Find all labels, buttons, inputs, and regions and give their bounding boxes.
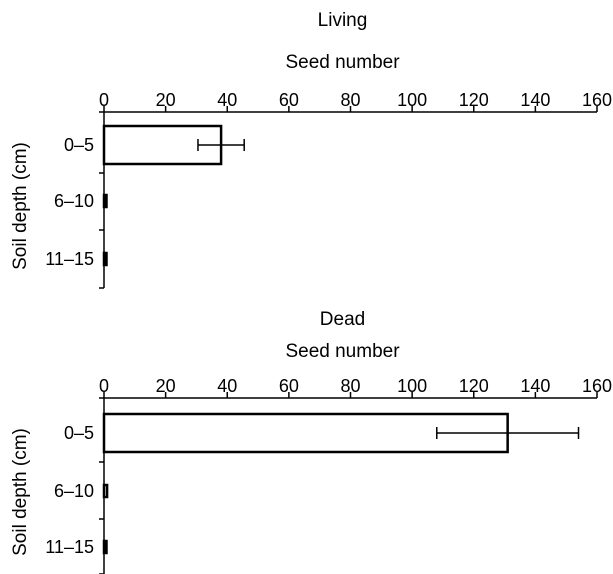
panel-dead: Dead Seed number 0 20 40 60 80 100 120 140 160 Soil… — [10, 309, 612, 574]
x-tick-label: 20 — [156, 376, 176, 396]
x-tick-label: 120 — [459, 376, 489, 396]
panel-living: Living Seed number 0 20 40 60 80 100 120 140 160 So… — [10, 10, 612, 289]
bar — [102, 251, 108, 267]
x-tick-label: 60 — [279, 376, 299, 396]
x-tick-label: 60 — [279, 90, 299, 110]
x-tick-label: 40 — [217, 376, 237, 396]
x-tick-label: 100 — [397, 376, 427, 396]
x-axis-label: Seed number — [285, 52, 400, 73]
x-tick-label: 80 — [340, 376, 360, 396]
x-tick-label: 0 — [99, 90, 109, 110]
category-label: 11–15 — [45, 537, 94, 557]
x-tick-label: 80 — [340, 90, 360, 110]
y-axis-label: Soil depth (cm) — [10, 142, 31, 270]
category-label: 0–5 — [64, 423, 94, 443]
category-label: 0–5 — [64, 135, 94, 155]
x-tick-label: 160 — [582, 90, 612, 110]
x-tick-label: 120 — [459, 90, 489, 110]
category-label: 6–10 — [54, 481, 94, 501]
x-tick-label: 20 — [156, 90, 176, 110]
y-axis-label: Soil depth (cm) — [10, 428, 31, 556]
bar — [102, 539, 108, 555]
x-tick-label: 160 — [582, 376, 612, 396]
x-tick-label: 0 — [99, 376, 109, 396]
x-tick-label: 40 — [217, 90, 237, 110]
bar — [102, 483, 109, 499]
category-label: 11–15 — [45, 249, 94, 269]
bar — [102, 193, 108, 209]
x-tick-label: 100 — [397, 90, 427, 110]
x-tick-label: 140 — [520, 376, 550, 396]
chart-title: Dead — [320, 309, 365, 330]
x-axis-label: Seed number — [285, 341, 400, 362]
x-tick-label: 140 — [520, 90, 550, 110]
chart-title: Living — [318, 10, 368, 31]
category-label: 6–10 — [54, 191, 94, 211]
